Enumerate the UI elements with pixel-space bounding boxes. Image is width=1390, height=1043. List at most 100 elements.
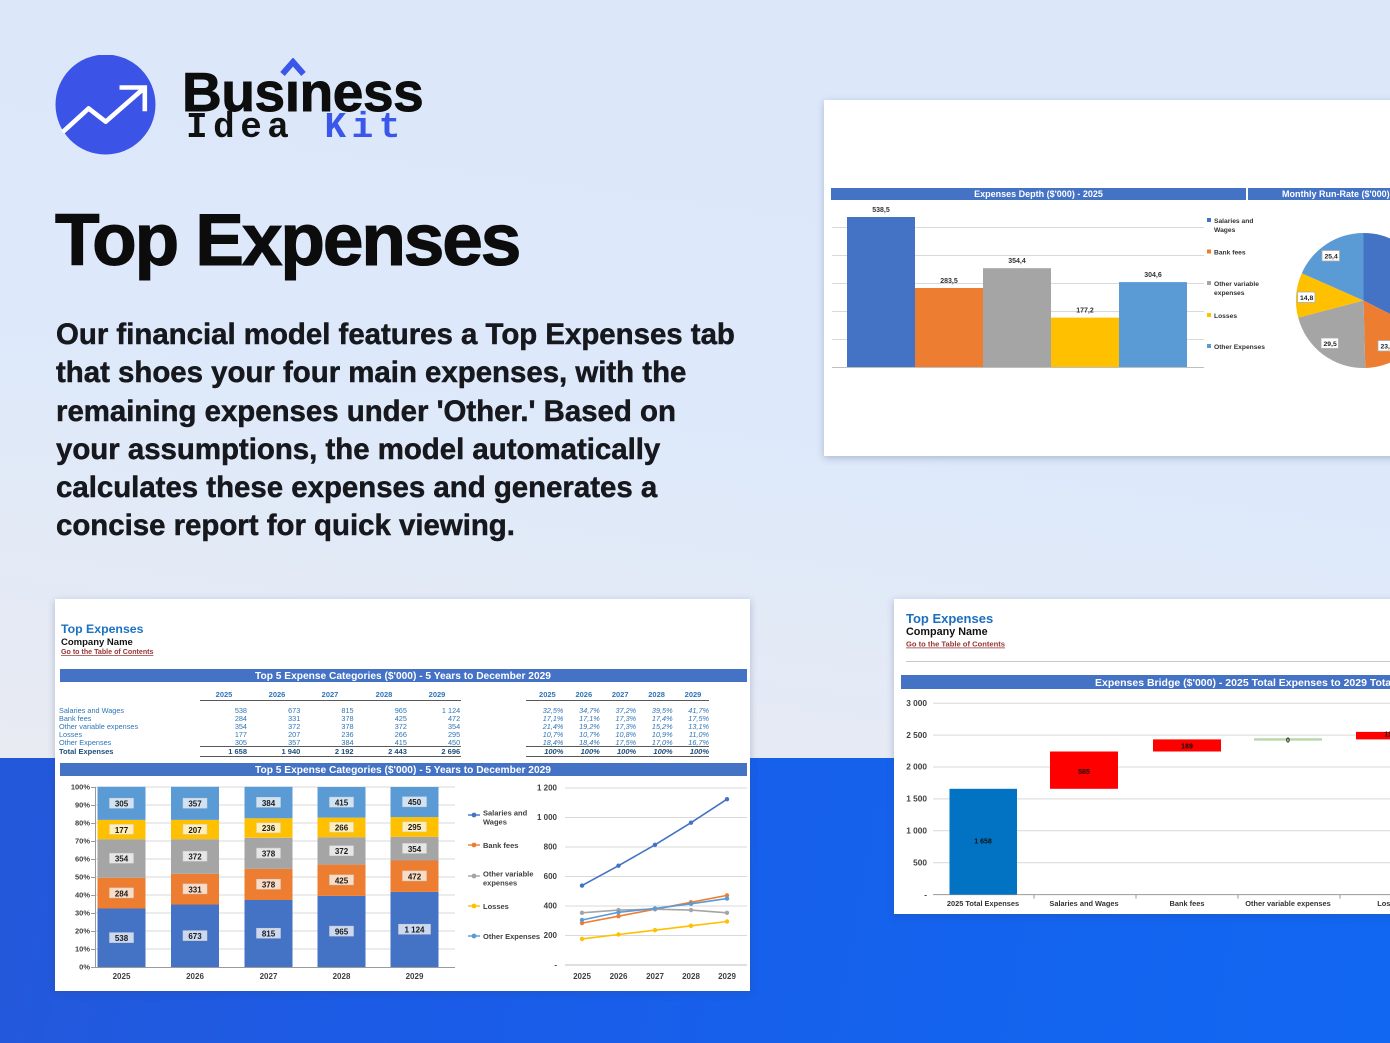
svg-text:32,5%: 32,5%	[543, 706, 564, 715]
svg-text:90%: 90%	[75, 801, 90, 810]
svg-text:2027: 2027	[260, 972, 278, 981]
svg-text:17,3%: 17,3%	[615, 714, 636, 723]
svg-text:15,2%: 15,2%	[652, 722, 673, 731]
svg-text:2029: 2029	[429, 690, 446, 699]
svg-text:1 124: 1 124	[442, 706, 460, 715]
svg-text:118: 118	[1384, 732, 1390, 739]
svg-text:2 696: 2 696	[441, 747, 460, 756]
svg-text:372: 372	[188, 853, 202, 862]
svg-text:50%: 50%	[75, 873, 90, 882]
svg-text:2026: 2026	[186, 972, 204, 981]
svg-text:815: 815	[341, 706, 353, 715]
svg-text:2027: 2027	[322, 690, 339, 699]
svg-text:600: 600	[544, 872, 558, 881]
svg-text:2028: 2028	[682, 972, 700, 981]
svg-text:17,5%: 17,5%	[615, 738, 636, 747]
svg-text:40%: 40%	[75, 891, 90, 900]
svg-text:Other variable expenses: Other variable expenses	[59, 722, 138, 731]
svg-text:331: 331	[288, 714, 300, 723]
svg-text:expenses: expenses	[1214, 290, 1245, 297]
svg-text:16,7%: 16,7%	[688, 738, 709, 747]
svg-text:266: 266	[335, 824, 349, 833]
svg-text:20%: 20%	[75, 927, 90, 936]
svg-text:Losses: Losses	[1377, 899, 1390, 908]
svg-text:Bank fees: Bank fees	[59, 714, 92, 723]
svg-text:1 200: 1 200	[537, 784, 558, 793]
svg-text:3 000: 3 000	[906, 698, 927, 708]
svg-text:13,1%: 13,1%	[688, 722, 709, 731]
svg-text:284: 284	[235, 714, 247, 723]
svg-text:384: 384	[262, 799, 276, 808]
svg-text:331: 331	[188, 885, 202, 894]
svg-text:10,8%: 10,8%	[615, 730, 636, 739]
svg-text:372: 372	[395, 722, 407, 731]
svg-text:Other Expenses: Other Expenses	[1214, 344, 1265, 351]
svg-text:2025 Total Expenses: 2025 Total Expenses	[947, 899, 1019, 908]
svg-text:100%: 100%	[653, 747, 673, 756]
svg-text:2029: 2029	[685, 690, 702, 699]
svg-text:14,8: 14,8	[1300, 295, 1313, 302]
svg-text:2028: 2028	[333, 972, 351, 981]
svg-text:21,4%: 21,4%	[542, 722, 564, 731]
svg-text:2025: 2025	[539, 690, 556, 699]
svg-text:Salaries and: Salaries and	[1214, 218, 1253, 225]
svg-text:100%: 100%	[71, 783, 91, 792]
svg-text:Top Expenses: Top Expenses	[906, 611, 993, 626]
svg-text:18,4%: 18,4%	[543, 738, 564, 747]
svg-text:2026: 2026	[575, 690, 592, 699]
svg-text:354: 354	[448, 722, 460, 731]
svg-text:425: 425	[395, 714, 407, 723]
svg-text:450: 450	[448, 738, 460, 747]
svg-text:295: 295	[408, 823, 422, 832]
svg-text:500: 500	[913, 857, 927, 867]
svg-text:2025: 2025	[216, 690, 233, 699]
svg-text:Other Expenses: Other Expenses	[483, 932, 540, 941]
svg-text:200: 200	[544, 931, 558, 940]
svg-text:415: 415	[395, 738, 407, 747]
svg-text:Salaries and: Salaries and	[483, 809, 528, 818]
svg-text:283,5: 283,5	[940, 278, 958, 285]
svg-text:372: 372	[288, 722, 300, 731]
svg-text:Other variable: Other variable	[1214, 281, 1259, 288]
svg-text:284: 284	[115, 889, 129, 898]
svg-text:2029: 2029	[406, 972, 424, 981]
svg-text:1 000: 1 000	[537, 813, 558, 822]
svg-text:2029: 2029	[718, 972, 736, 981]
svg-text:17,5%: 17,5%	[688, 714, 709, 723]
svg-text:1 500: 1 500	[906, 794, 927, 804]
svg-text:Other variable: Other variable	[483, 870, 533, 879]
svg-text:2 192: 2 192	[335, 747, 354, 756]
svg-text:538: 538	[235, 706, 247, 715]
svg-text:2027: 2027	[646, 972, 664, 981]
svg-text:400: 400	[544, 902, 558, 911]
svg-text:100%: 100%	[581, 747, 601, 756]
svg-text:Company Name: Company Name	[906, 626, 988, 638]
svg-text:23,6: 23,6	[1381, 344, 1390, 351]
svg-text:450: 450	[408, 798, 422, 807]
svg-text:1 000: 1 000	[906, 826, 927, 836]
svg-text:177,2: 177,2	[1076, 308, 1094, 315]
svg-text:415: 415	[335, 799, 349, 808]
svg-text:Bank fees: Bank fees	[483, 841, 518, 850]
svg-text:357: 357	[188, 800, 202, 809]
svg-text:354: 354	[115, 855, 129, 864]
svg-text:372: 372	[335, 847, 349, 856]
svg-text:100%: 100%	[690, 747, 710, 756]
svg-text:2025: 2025	[573, 972, 591, 981]
svg-text:425: 425	[335, 876, 349, 885]
svg-text:378: 378	[341, 714, 353, 723]
svg-text:10%: 10%	[75, 945, 90, 954]
svg-text:30%: 30%	[75, 909, 90, 918]
svg-text:207: 207	[188, 826, 202, 835]
svg-text:378: 378	[262, 881, 276, 890]
svg-text:60%: 60%	[75, 855, 90, 864]
svg-text:2028: 2028	[376, 690, 393, 699]
svg-text:1 940: 1 940	[282, 747, 301, 756]
svg-text:18,4%: 18,4%	[579, 738, 600, 747]
svg-text:Salaries and Wages: Salaries and Wages	[1049, 899, 1118, 908]
svg-text:37,2%: 37,2%	[615, 706, 636, 715]
svg-text:100%: 100%	[544, 747, 564, 756]
svg-text:17,0%: 17,0%	[652, 738, 673, 747]
svg-text:Wages: Wages	[1214, 227, 1236, 234]
svg-text:538: 538	[115, 934, 129, 943]
